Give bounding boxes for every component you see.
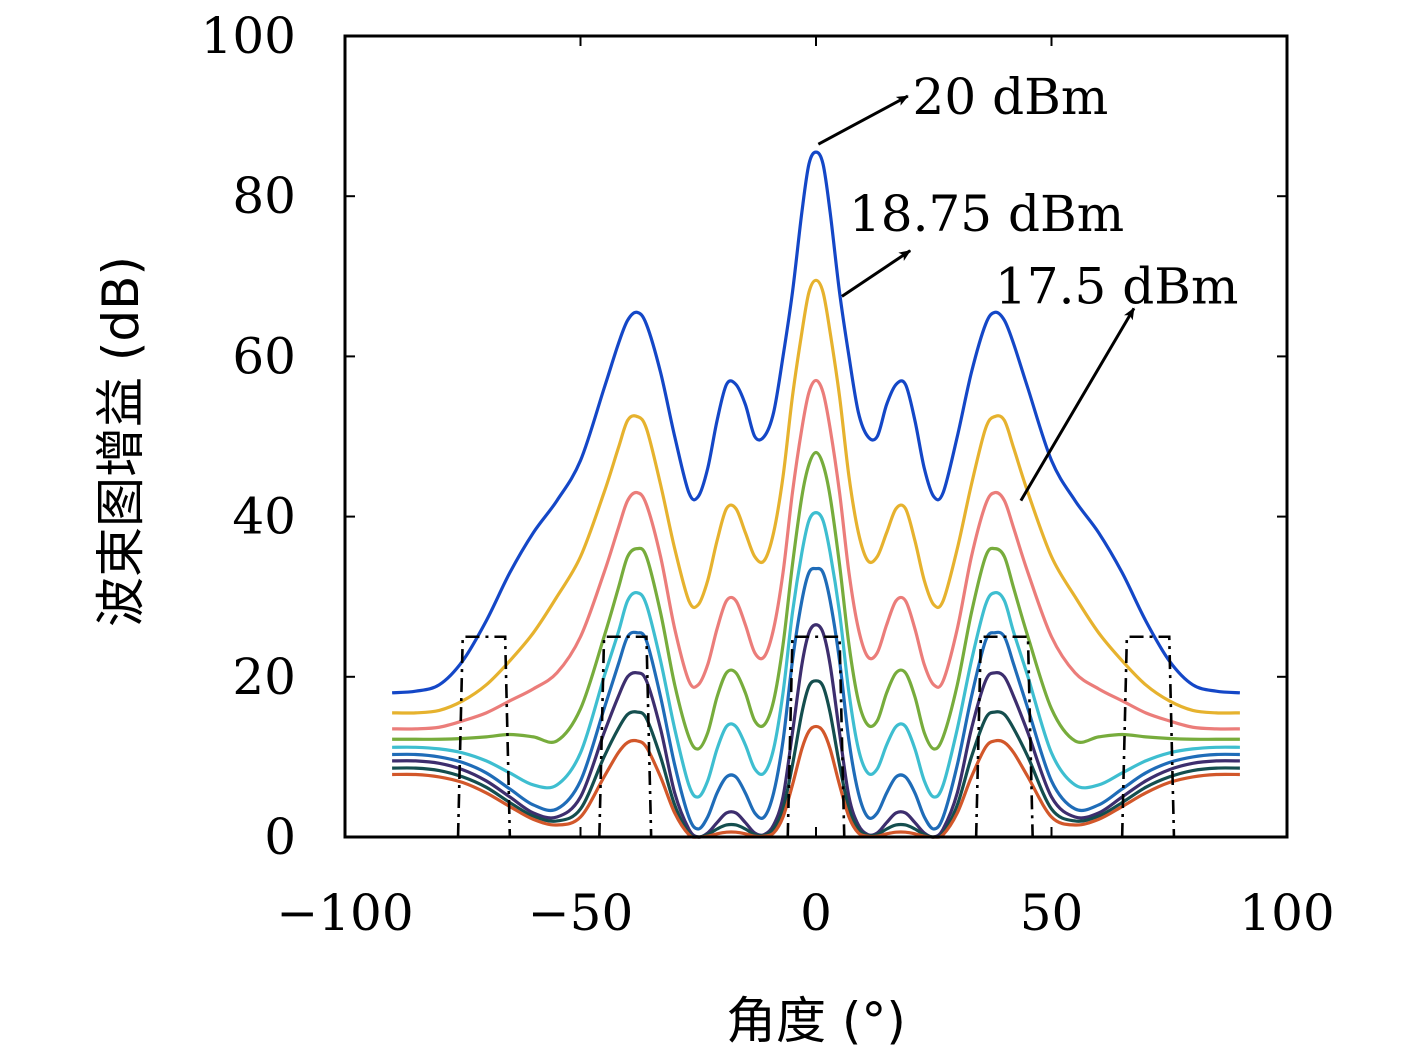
series-line-4 <box>392 450 1240 751</box>
plot-area <box>391 150 1241 839</box>
y-tick-label: 20 <box>232 648 296 706</box>
y-axis-title: 波束图增益 (dB) <box>92 256 150 627</box>
series-line-7 <box>392 623 1240 839</box>
mask-box-5 <box>1120 635 1176 838</box>
mask-box-1 <box>456 635 512 838</box>
series-line-2 <box>392 278 1240 715</box>
mask-box-3 <box>786 635 846 838</box>
y-axis-ticks: 0 20 40 60 80 100 <box>201 7 1287 866</box>
annotations: 20 dBm 18.75 dBm 17.5 dBm <box>817 68 1238 502</box>
mask-box-2 <box>598 635 653 838</box>
plot-frame <box>343 34 1289 839</box>
x-tick-label: 100 <box>1239 884 1334 942</box>
x-tick-label: −100 <box>276 884 413 942</box>
series-line-5 <box>392 511 1240 799</box>
y-tick-label: 80 <box>232 167 296 225</box>
series-line-8 <box>392 679 1240 839</box>
x-axis-ticks: −100 −50 0 50 100 <box>276 36 1335 942</box>
x-tick-label: 0 <box>800 884 832 942</box>
x-tick-label: −50 <box>528 884 634 942</box>
mask-box-4 <box>974 635 1034 838</box>
y-tick-label: 0 <box>264 808 296 866</box>
series-lines <box>391 150 1241 839</box>
y-tick-label: 40 <box>232 488 296 546</box>
y-tick-label: 100 <box>201 7 296 65</box>
series-line-3 <box>392 378 1240 731</box>
series-line-6 <box>392 566 1240 831</box>
series-line-1 <box>391 150 1241 695</box>
series-line-9 <box>392 724 1240 839</box>
annotation-arrow-1 <box>817 94 909 146</box>
x-axis-title: 角度 (°) <box>726 992 906 1050</box>
x-tick-label: 50 <box>1020 884 1084 942</box>
annotation-arrow-3 <box>1019 307 1136 502</box>
mask-boxes <box>456 635 1176 838</box>
annotation-label-2: 18.75 dBm <box>849 185 1124 243</box>
y-tick-label: 60 <box>232 327 296 385</box>
annotation-label-1: 20 dBm <box>913 68 1109 126</box>
annotation-arrow-2 <box>841 249 912 298</box>
annotation-label-3: 17.5 dBm <box>995 258 1238 316</box>
